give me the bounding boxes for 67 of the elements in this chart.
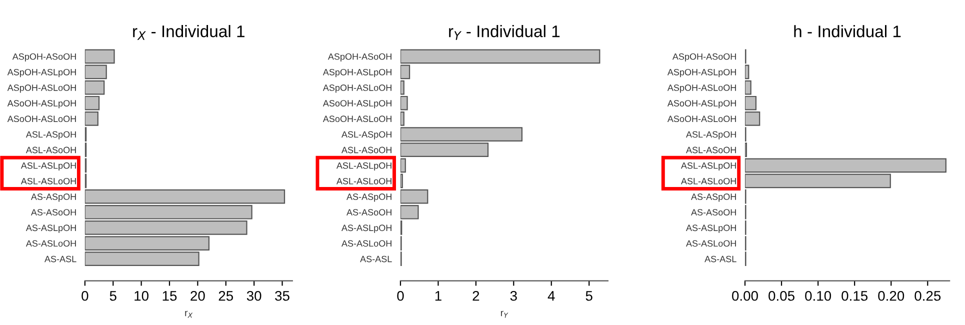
y-tick-label: AS-ASoOH xyxy=(691,209,736,216)
x-tick-label: 4 xyxy=(548,291,555,301)
y-tick-label: AS-ASpOH xyxy=(30,194,76,202)
x-tick-label: 0.10 xyxy=(805,290,832,301)
y-tick-label: ASoOH-ASLoOH xyxy=(7,116,76,122)
y-tick-label: ASL-ASoOH xyxy=(26,146,76,154)
chart-title: r$_{Y}$ - Individual 1 xyxy=(449,25,560,40)
y-tick-label: ASoOH-ASLoOH xyxy=(667,116,736,122)
y-tick-label: AS-ASLoOH xyxy=(26,240,76,247)
y-tick-label: ASpOH-ASLoOH xyxy=(7,84,76,93)
y-tick-label: AS-ASpOH xyxy=(691,194,736,202)
y-tick-label: AS-ASoOH xyxy=(30,209,76,216)
y-tick-label: ASL-ASLpOH xyxy=(20,162,76,171)
y-tick-label: AS-ASL xyxy=(704,256,736,262)
x-tick-label: 0.05 xyxy=(768,290,794,301)
y-tick-label: ASoOH-ASLoOH xyxy=(322,116,392,122)
x-tick-label: 10 xyxy=(134,290,148,301)
y-tick-label: AS-ASL xyxy=(360,256,392,262)
y-tick-label: ASoOH-ASLpOH xyxy=(667,100,736,108)
y-tick-label: ASL-ASoOH xyxy=(686,146,736,154)
x-axis-title: r$_{X}$ xyxy=(185,310,193,318)
x-tick-label: 0.00 xyxy=(732,290,758,301)
chart-title: r$_{X}$ - Individual 1 xyxy=(133,25,244,40)
y-tick-label: ASpOH-ASLpOH xyxy=(7,68,76,78)
y-tick-label: ASpOH-ASLoOH xyxy=(322,84,392,93)
y-tick-label: ASpOH-ASoOH xyxy=(672,53,736,62)
y-tick-label: AS-ASoOH xyxy=(346,209,392,216)
x-tick-label: 0 xyxy=(397,290,404,301)
y-tick-label: ASL-ASpOH xyxy=(341,131,392,140)
y-tick-label: AS-ASL xyxy=(44,256,76,262)
x-tick-label: 15 xyxy=(162,291,177,301)
y-tick-label: ASoOH-ASLpOH xyxy=(322,100,392,108)
y-tick-label: ASpOH-ASoOH xyxy=(12,53,76,62)
x-tick-label: 0 xyxy=(82,290,88,301)
y-tick-label: AS-ASLoOH xyxy=(686,240,736,247)
y-tick-label: ASoOH-ASLpOH xyxy=(7,100,76,108)
x-tick-label: 5 xyxy=(586,291,592,301)
y-tick-label: ASL-ASLpOH xyxy=(336,162,392,171)
y-tick-label: AS-ASLoOH xyxy=(341,240,392,247)
y-tick-label: ASpOH-ASLpOH xyxy=(322,68,392,78)
x-tick-label: 1 xyxy=(435,291,442,301)
x-tick-label: 25 xyxy=(218,290,234,301)
x-tick-label: 2 xyxy=(472,290,480,301)
y-tick-label: ASpOH-ASoOH xyxy=(328,53,392,62)
y-tick-label: AS-ASLpOH xyxy=(26,224,76,233)
y-tick-label: AS-ASLpOH xyxy=(686,224,736,233)
x-tick-label: 0.15 xyxy=(842,290,868,301)
x-tick-label: 35 xyxy=(275,290,290,301)
x-tick-label: 3 xyxy=(510,290,517,301)
y-tick-label: ASL-ASLoOH xyxy=(20,178,76,184)
y-tick-label: ASL-ASLpOH xyxy=(680,162,736,171)
x-tick-label: 30 xyxy=(246,290,262,301)
chart-title: h - Individual 1 xyxy=(794,25,901,38)
y-tick-label: AS-ASLpOH xyxy=(341,224,392,233)
x-tick-label: 0.20 xyxy=(878,290,904,301)
x-tick-label: 0.25 xyxy=(914,290,941,301)
x-tick-label: 5 xyxy=(110,291,116,301)
y-tick-label: AS-ASpOH xyxy=(346,194,392,202)
y-tick-label: ASL-ASLoOH xyxy=(680,178,736,184)
y-tick-label: ASL-ASpOH xyxy=(26,131,76,140)
y-tick-label: ASL-ASoOH xyxy=(341,146,392,154)
y-tick-label: ASL-ASpOH xyxy=(686,131,736,140)
y-tick-label: ASpOH-ASLoOH xyxy=(667,84,736,93)
x-tick-label: 20 xyxy=(190,290,205,301)
y-tick-label: ASL-ASLoOH xyxy=(336,178,392,184)
x-axis-title: r$_{Y}$ xyxy=(500,310,508,318)
y-tick-label: ASpOH-ASLpOH xyxy=(667,68,736,78)
